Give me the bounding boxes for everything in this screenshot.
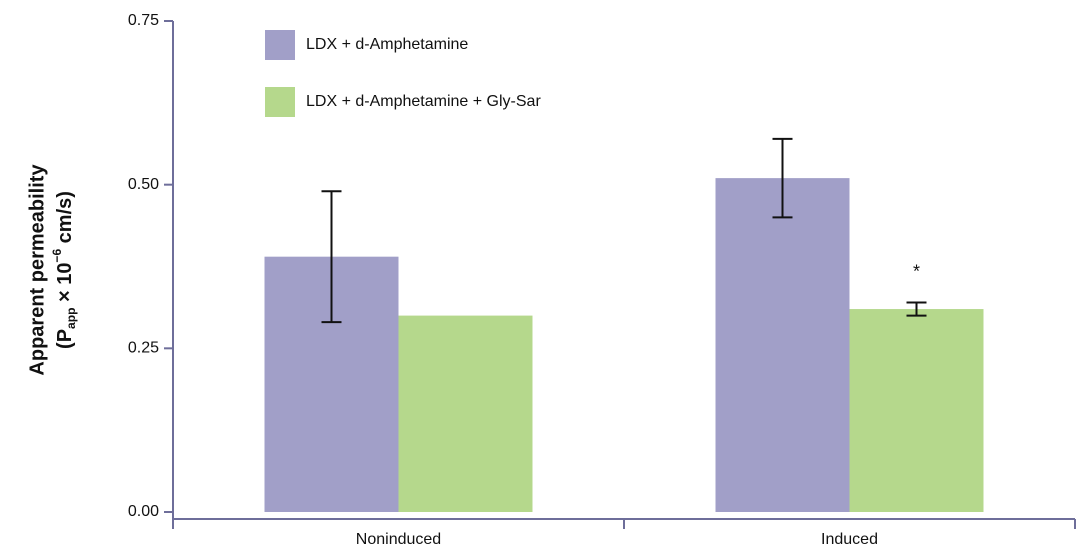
y-label-part: cm/s) [54, 191, 76, 249]
y-tick-label: 0.75 [128, 12, 159, 29]
legend-swatch [265, 87, 295, 117]
y-tick-label: 0.50 [128, 176, 159, 193]
bar [849, 309, 984, 512]
error-bar [772, 137, 793, 219]
legend-label: LDX + d-Amphetamine [306, 36, 468, 53]
y-label-part: (P [54, 329, 76, 349]
legend-swatch [265, 30, 295, 60]
y-label-line2: (Papp × 10−6 cm/s) [50, 191, 78, 349]
y-tick-label: 0.25 [128, 340, 159, 357]
x-tick-label: Noninduced [356, 531, 441, 548]
annotation: * [913, 261, 920, 281]
y-label-sub: app [64, 308, 78, 329]
y-label-line1: Apparent permeability [26, 164, 48, 376]
bar [398, 315, 533, 512]
y-tick-label: 0.00 [128, 503, 159, 520]
error-bar [906, 301, 927, 317]
y-label-sup: −6 [50, 249, 64, 263]
x-tick-label: Induced [821, 531, 878, 548]
legend-label: LDX + d-Amphetamine + Gly-Sar [306, 93, 541, 110]
error-bar [321, 190, 342, 324]
y-label-part: × 10 [54, 263, 76, 308]
y-label: Apparent permeability (Papp × 10−6 cm/s) [26, 164, 78, 376]
bar [715, 178, 850, 512]
